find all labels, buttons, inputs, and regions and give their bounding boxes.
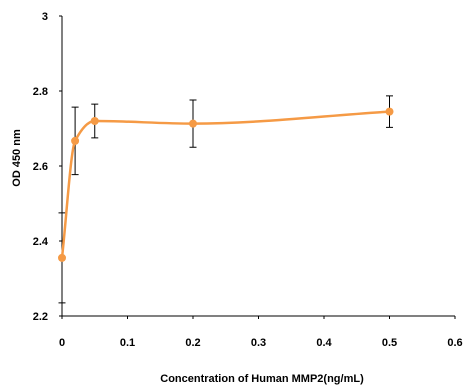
data-points [58, 107, 394, 262]
x-tick-label: 0.4 [316, 337, 332, 349]
x-tick-label: 0.6 [447, 337, 462, 349]
data-point [189, 119, 197, 128]
x-tick-label: 0 [59, 337, 65, 349]
y-tick-label: 2.8 [33, 86, 48, 98]
y-tick-labels: 2.2 2.4 2.6 2.8 3 [33, 11, 49, 323]
y-tick-label: 2.2 [33, 311, 48, 323]
x-tick-labels: 0 0.1 0.2 0.3 0.4 0.5 0.6 [59, 337, 463, 349]
data-point [71, 136, 80, 145]
x-tick-label: 0.3 [251, 337, 266, 349]
error-bars [58, 95, 393, 304]
series-group [60, 110, 390, 259]
x-axis-label: Concentration of Human MMP2(ng/mL) [160, 373, 364, 385]
axes [59, 15, 456, 319]
series-line [60, 110, 390, 259]
data-point [58, 253, 66, 262]
x-tick-label: 0.1 [120, 337, 135, 349]
x-tick-label: 0.2 [185, 337, 200, 349]
y-axis-label: OD 450 nm [11, 129, 23, 187]
y-tick-label: 2.6 [33, 161, 48, 173]
data-point [385, 107, 394, 116]
data-point [90, 117, 99, 125]
x-tick-label: 0.5 [382, 337, 397, 349]
y-tick-label: 3 [42, 11, 48, 23]
y-tick-label: 2.4 [33, 236, 49, 248]
